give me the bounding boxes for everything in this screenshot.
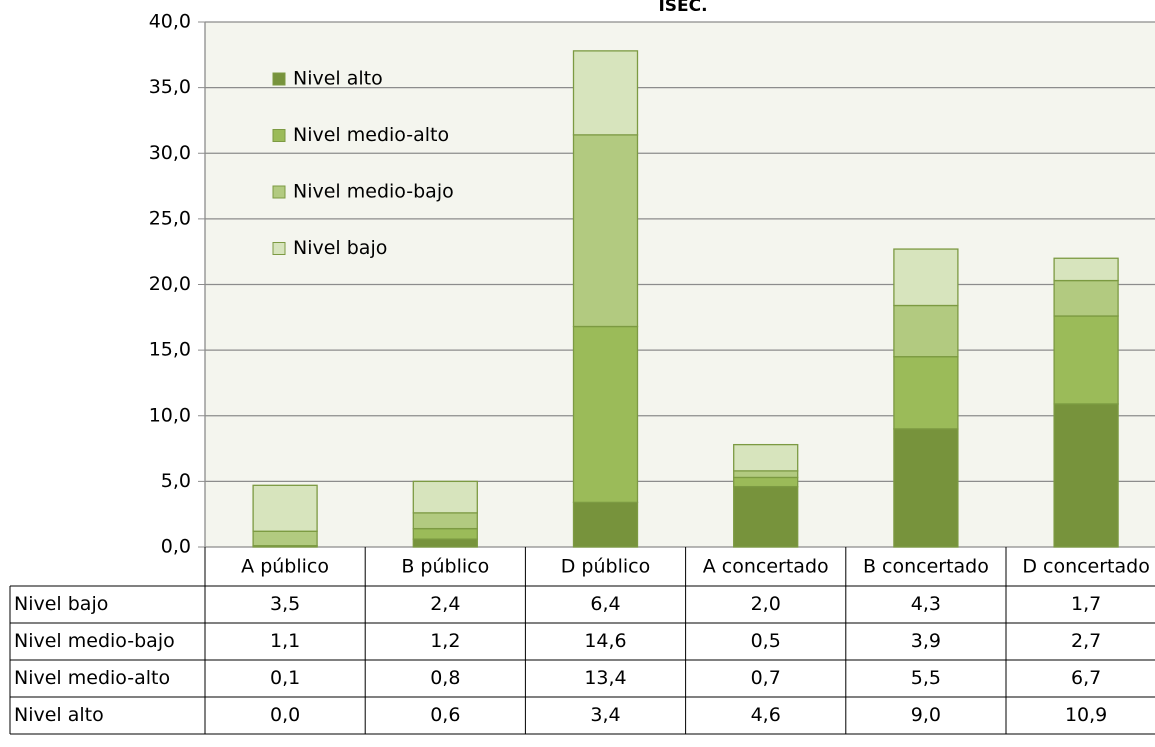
y-tick-label: 10,0 (149, 404, 191, 426)
table-value: 2,7 (1071, 630, 1101, 652)
y-tick-label: 20,0 (149, 273, 191, 295)
bar-segment (733, 443, 799, 472)
legend-label: Nivel medio-bajo (293, 181, 454, 203)
bar-segment (412, 538, 478, 548)
bar-segment (572, 501, 639, 548)
table-value: 4,6 (751, 704, 781, 726)
table-value: 14,6 (584, 630, 626, 652)
bar-segment (1053, 403, 1119, 548)
legend-label: Nivel medio-alto (293, 124, 449, 146)
y-tick-label: 15,0 (149, 339, 191, 361)
table-value: 1,7 (1071, 593, 1101, 615)
legend-label: Nivel alto (293, 68, 383, 90)
y-tick-label: 0,0 (161, 536, 191, 558)
table-value: 3,4 (590, 704, 620, 726)
bar-segment (1053, 279, 1119, 317)
y-tick-label: 5,0 (161, 470, 191, 492)
legend-swatch (272, 185, 286, 199)
row-label: Nivel alto (14, 704, 104, 726)
legend-swatch (272, 129, 286, 142)
table-value: 0,1 (270, 667, 300, 689)
table-value: 9,0 (911, 704, 941, 726)
table-value: 13,4 (584, 667, 626, 689)
bar-segment (733, 470, 799, 479)
row-label: Nivel medio-alto (14, 667, 170, 689)
chart-title: ISEC. (658, 0, 707, 16)
table-value: 3,5 (270, 593, 300, 615)
table-value: 0,5 (751, 630, 781, 652)
table-value: 0,8 (430, 667, 460, 689)
bar-segment (572, 325, 639, 504)
y-tick-label: 30,0 (149, 142, 191, 164)
bar-segment (412, 480, 478, 514)
table-value: 0,7 (751, 667, 781, 689)
table-value: 10,9 (1065, 704, 1107, 726)
bar-segment (572, 50, 639, 136)
table-value: 5,5 (911, 667, 941, 689)
bar-segment (572, 134, 639, 328)
y-tick-label: 35,0 (149, 76, 191, 98)
bar-segment (893, 304, 959, 358)
legend-swatch (272, 242, 286, 255)
bar-segment (893, 248, 959, 307)
bar-segment (252, 484, 318, 532)
table-value: 2,4 (430, 593, 460, 615)
bar-segment (412, 527, 478, 540)
table-value: 4,3 (911, 593, 941, 615)
y-tick-label: 40,0 (149, 11, 191, 33)
table-value: 6,7 (1071, 667, 1101, 689)
bar-segment (893, 356, 959, 430)
category-label: A público (241, 556, 329, 578)
category-label: B concertado (863, 556, 989, 578)
bar-segment (252, 530, 318, 547)
category-label: A concertado (703, 556, 829, 578)
row-label: Nivel medio-bajo (14, 630, 175, 652)
table-value: 0,0 (270, 704, 300, 726)
table-value: 0,6 (430, 704, 460, 726)
legend-label: Nivel bajo (293, 237, 387, 259)
table-value: 2,0 (751, 593, 781, 615)
bar-segment (733, 476, 799, 488)
category-label: D concertado (1022, 556, 1150, 578)
table-value: 3,9 (911, 630, 941, 652)
table-value: 1,2 (430, 630, 460, 652)
table-value: 6,4 (590, 593, 620, 615)
bar-segment (733, 485, 799, 548)
bar-segment (412, 512, 478, 530)
table-value: 1,1 (270, 630, 300, 652)
bar-segment (1053, 257, 1119, 282)
bar-segment (1053, 315, 1119, 405)
y-tick-label: 25,0 (149, 207, 191, 229)
category-label: B público (401, 556, 489, 578)
category-label: D público (561, 556, 650, 578)
legend-swatch (272, 72, 286, 86)
bar-segment (893, 428, 959, 548)
row-label: Nivel bajo (14, 593, 108, 615)
